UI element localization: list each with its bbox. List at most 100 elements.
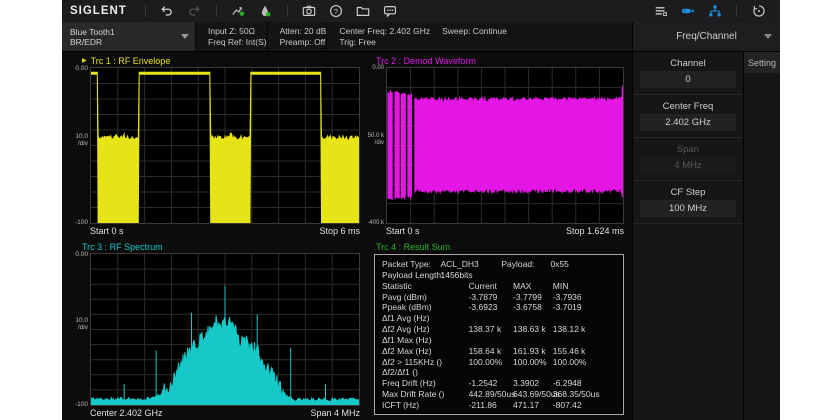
measurement-select[interactable]: Blue Tooth1 BR/EDR: [62, 22, 195, 51]
softkey-value[interactable]: 100 MHz: [640, 200, 736, 217]
table-cell: Freq Drift (Hz): [382, 378, 469, 388]
table-cell: 1456bits: [441, 270, 502, 280]
table-cell: Δf2 > 115KHz (): [382, 357, 469, 367]
lan-icon[interactable]: [707, 4, 722, 19]
softkey-panel: Channel0Center Freq2.402 GHzSpan4 MHzCF …: [632, 52, 780, 420]
infobar: Blue Tooth1 BR/EDR Input Z: 50Ω Freq Ref…: [62, 22, 632, 52]
toolbar-divider: [145, 5, 146, 17]
side-tab-column: Setting: [743, 52, 780, 420]
x-axis-trc3: Center 2.402 GHz Span 4 MHz: [64, 406, 360, 420]
softkey-cf-step[interactable]: CF Step100 MHz: [633, 181, 743, 224]
panel-rf-envelope: ▶ Trc 1 : RF Envelope 0.00 10.0/div -100…: [62, 52, 368, 238]
table-cell: MIN: [553, 281, 616, 291]
folder-icon[interactable]: [356, 4, 371, 19]
info-line: Sweep: Continue: [442, 26, 507, 37]
table-cell: -211.86: [469, 400, 513, 410]
help-icon[interactable]: ?: [329, 4, 344, 19]
table-cell: 368.35/50us: [553, 389, 616, 399]
usb-icon[interactable]: [680, 4, 695, 19]
table-cell: Δf1 Max (Hz): [382, 335, 469, 345]
undo-icon[interactable]: [160, 4, 175, 19]
table-cell: [513, 335, 553, 345]
table-cell: 100.00%: [469, 357, 513, 367]
table-cell: [513, 313, 553, 323]
analyzer-app-window: SIGLENT ?: [62, 0, 780, 420]
info-line: Center Freq: 2.402 GHz: [339, 26, 430, 37]
trace-title: Trc 3 : RF Spectrum: [82, 241, 163, 253]
panel-demod-waveform: Trc 2 : Demod Waveform 0.00 50.0 k/div -…: [368, 52, 632, 238]
y-top-label: 0.00: [75, 251, 88, 258]
table-cell: ICFT (Hz): [382, 400, 469, 410]
table-cell: 471.17: [513, 400, 553, 410]
tab-setting[interactable]: Setting: [744, 52, 780, 73]
softkey-value: 4 MHz: [640, 157, 736, 174]
softkey-center-freq[interactable]: Center Freq2.402 GHz: [633, 95, 743, 138]
info-line: Trig: Free: [339, 37, 430, 48]
table-cell: Δf2 Max (Hz): [382, 346, 469, 356]
table-cell: 155.46 k: [553, 346, 616, 356]
table-cell: [469, 313, 513, 323]
panel-title-trc3: Trc 3 : RF Spectrum: [64, 241, 360, 253]
y-div-label: 10.0/div: [75, 317, 88, 331]
table-cell: Ppeak (dBm): [382, 302, 469, 312]
page: SIGLENT ?: [0, 0, 840, 420]
softkey-value[interactable]: 2.402 GHz: [640, 114, 736, 131]
statistic-row: Max Drift Rate ()442.89/50us643.69/50us3…: [382, 389, 616, 399]
trace-title: Trc 2 : Demod Waveform: [376, 55, 476, 67]
table-cell: Payload:: [501, 259, 550, 269]
x-right-label: Stop 1.624 ms: [566, 226, 624, 236]
measurement-mode: BR/EDR: [70, 37, 181, 47]
y-axis-trc1: 0.00 10.0/div -100: [64, 67, 90, 224]
table-cell: Payload Length:: [382, 270, 441, 280]
statistic-row: Δf2 Max (Hz)158.64 k161.93 k155.46 k: [382, 346, 616, 356]
softkey-span: Span4 MHz: [633, 138, 743, 181]
table-cell: [550, 270, 616, 280]
statistic-row: Δf1 Avg (Hz): [382, 313, 616, 323]
table-cell: Current: [469, 281, 513, 291]
table-cell: Max Drift Rate (): [382, 389, 469, 399]
y-div-label: 50.0 k/div: [368, 133, 384, 147]
menu-header-dropdown[interactable]: Freq/Channel: [632, 22, 780, 52]
single-icon[interactable]: [258, 4, 273, 19]
run-icon[interactable]: [231, 4, 246, 19]
table-cell: 3.3902: [513, 378, 553, 388]
table-cell: [513, 367, 553, 377]
softkey-menu: Channel0Center Freq2.402 GHzSpan4 MHzCF …: [633, 52, 743, 420]
table-cell: 643.69/50us: [513, 389, 553, 399]
table-cell: -6.2948: [553, 378, 616, 388]
info-field-freq: Center Freq: 2.402 GHz Trig: Free: [326, 22, 430, 51]
x-left-label: Start 0 s: [90, 226, 124, 236]
table-cell: -807.42: [553, 400, 616, 410]
table-cell: 100.00%: [553, 357, 616, 367]
panel-title-trc2: Trc 2 : Demod Waveform: [370, 55, 624, 67]
softkey-value[interactable]: 0: [640, 71, 736, 88]
table-cell: 161.93 k: [513, 346, 553, 356]
history-icon[interactable]: [751, 4, 766, 19]
table-cell: 138.12 k: [553, 324, 616, 334]
statistic-row: Δf2/Δf1 (): [382, 367, 616, 377]
menu-list-icon[interactable]: [653, 4, 668, 19]
siglent-logo: SIGLENT: [70, 5, 127, 17]
y-bottom-label: -100: [75, 219, 88, 226]
panel-title-trc1: ▶ Trc 1 : RF Envelope: [64, 55, 360, 67]
y-axis-trc3: 0.00 10.0/div -100: [64, 253, 90, 406]
trc3-plot: [90, 253, 360, 406]
statistic-row: Δf2 Avg (Hz)138.37 k138.63 k138.12 k: [382, 324, 616, 334]
statistic-row: Pavg (dBm)-3.7879-3.7799-3.7936: [382, 292, 616, 302]
y-div-label: 10.0/div: [75, 133, 88, 147]
toolbar: SIGLENT ?: [62, 0, 780, 22]
softkey-label: Span: [640, 143, 736, 157]
softkey-channel[interactable]: Channel0: [633, 52, 743, 95]
panel-rf-spectrum: Trc 3 : RF Spectrum 0.00 10.0/div -100 C…: [62, 238, 368, 420]
chat-icon[interactable]: [383, 4, 398, 19]
redo-icon[interactable]: [187, 4, 202, 19]
trace-grid: ▶ Trc 1 : RF Envelope 0.00 10.0/div -100…: [62, 52, 632, 420]
camera-icon[interactable]: [302, 4, 317, 19]
statistic-row: Freq Drift (Hz)-1.25423.3902-6.2948: [382, 378, 616, 388]
trc1-plot: [90, 67, 360, 224]
svg-text:?: ?: [334, 7, 338, 16]
info-line: Input Z: 50Ω: [208, 26, 267, 37]
x-axis-trc1: Start 0 s Stop 6 ms: [64, 224, 360, 238]
info-field-atten: Atten: 20 dB Preamp: Off: [267, 22, 327, 51]
panel-result-sum: Trc 4 : Result Sum Packet Type:ACL_DH3Pa…: [368, 238, 632, 420]
